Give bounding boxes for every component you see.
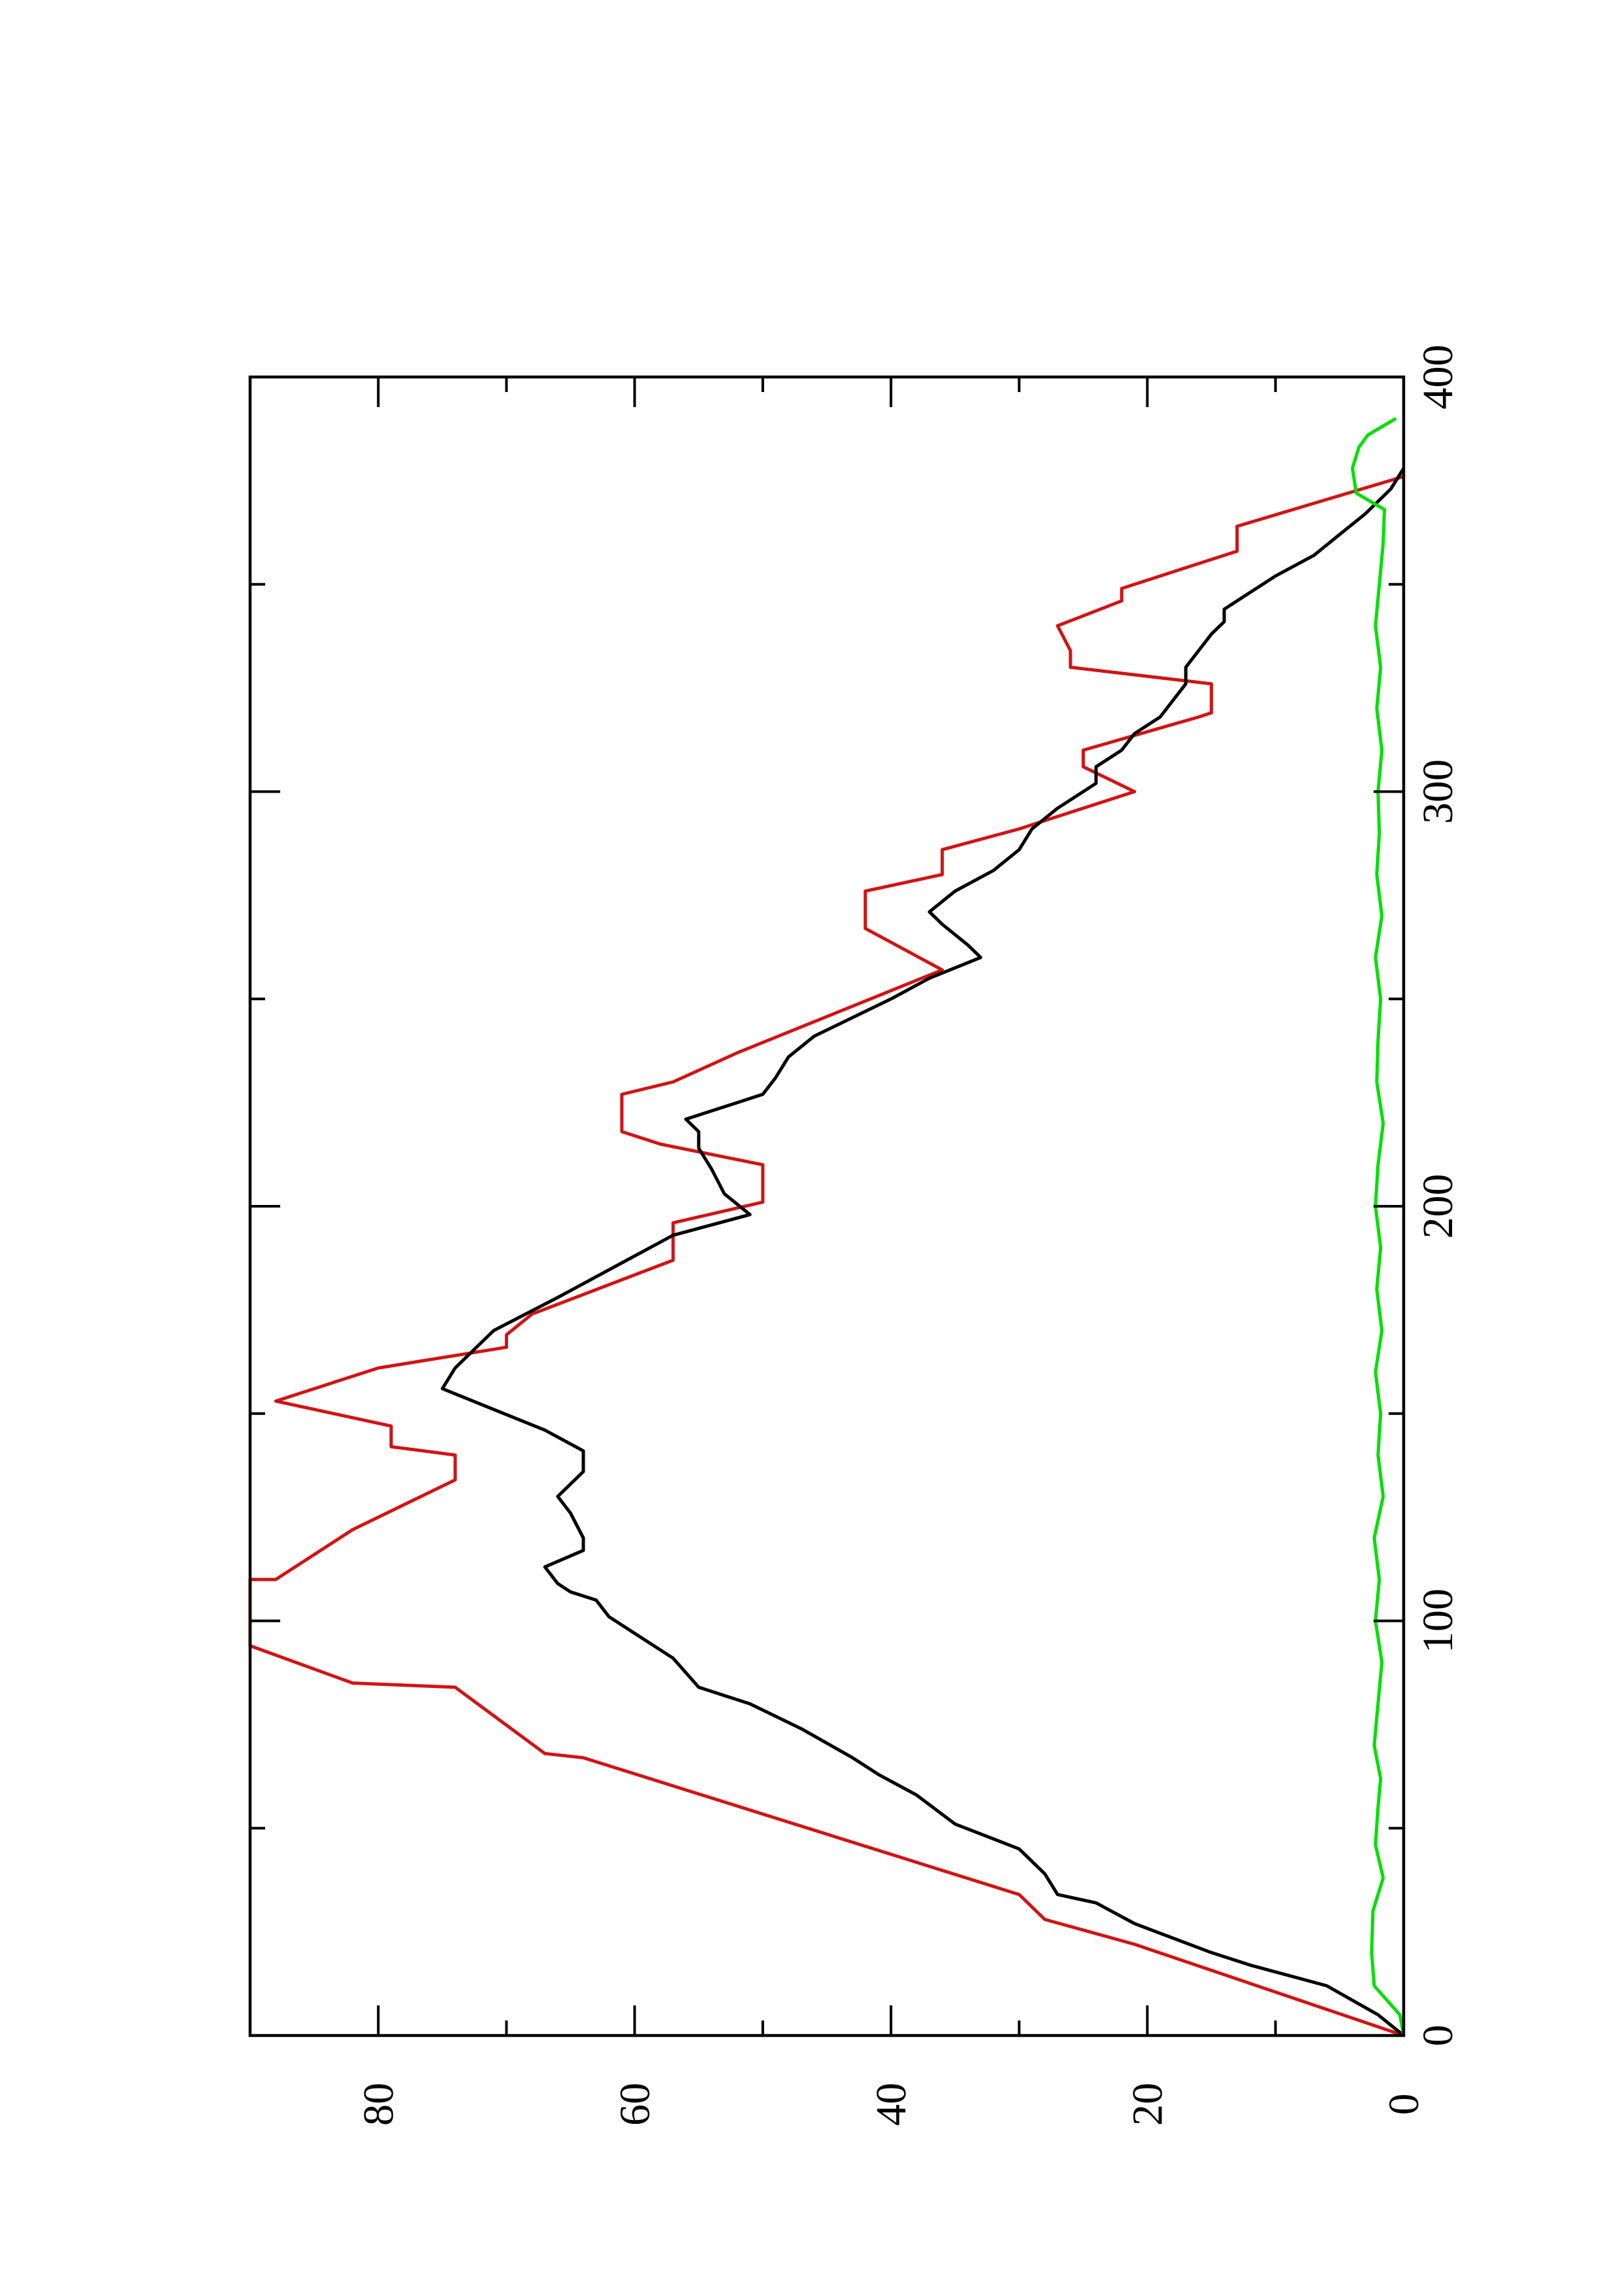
ticks-layer <box>250 376 1405 2037</box>
y-tick-label: 60 <box>611 2083 659 2126</box>
y-tick-label: 20 <box>1123 2083 1171 2126</box>
x-tick-label: 200 <box>1414 1174 1462 1239</box>
x-tick-label: 400 <box>1414 345 1462 410</box>
x-tick-label: 0 <box>1414 2025 1462 2047</box>
y-tick-label: 80 <box>355 2083 403 2126</box>
series-line-black <box>441 467 1406 2037</box>
x-tick-label: 300 <box>1414 759 1462 824</box>
tick-labels-layer: 0 100 200 300 400 0 20 40 60 80 <box>355 345 1462 2126</box>
y-tick-label: 40 <box>867 2083 915 2126</box>
y-tick-label: 0 <box>1380 2094 1428 2115</box>
x-tick-label: 100 <box>1414 1588 1462 1653</box>
